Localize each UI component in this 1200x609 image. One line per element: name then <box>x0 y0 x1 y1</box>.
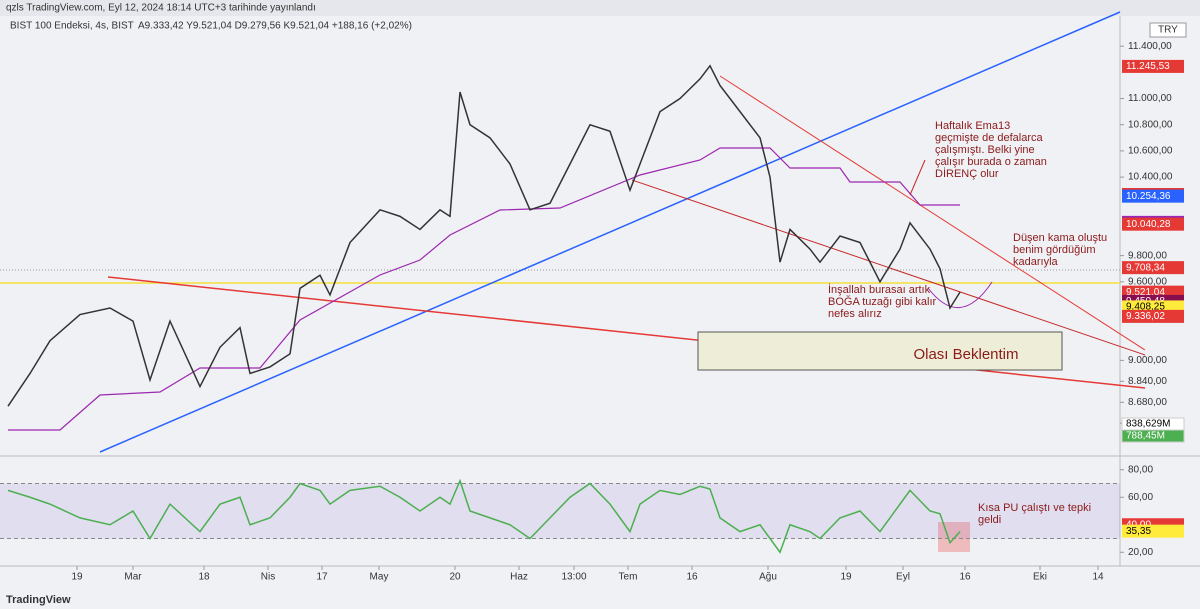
annotation: çalışır burada o zaman <box>935 156 1047 168</box>
trend-line <box>99 11 1121 453</box>
price-badge-label: 35,35 <box>1126 526 1151 537</box>
footer: TradingView <box>6 594 71 606</box>
price-badge <box>1122 59 1184 73</box>
y-tick-label: 10.400,00 <box>1128 172 1173 183</box>
rsi-band <box>0 483 1120 539</box>
chart-title: BIST 100 Endeksi, 4s, BIST <box>10 21 134 32</box>
currency: TRY <box>1158 25 1178 36</box>
x-tick-label: 20 <box>449 572 461 583</box>
series-line <box>7 478 961 554</box>
y-tick-label: 11.400,00 <box>1128 41 1172 52</box>
annotation: BOĞA tuzağı gibi kalır <box>828 295 937 308</box>
y-tick-label: 60,00 <box>1128 492 1153 503</box>
y-tick-label: 11.000,00 <box>1128 93 1172 104</box>
y-tick-label: 80,00 <box>1128 464 1153 475</box>
x-tick-label: 18 <box>198 572 210 583</box>
annotation: benim gördüğüm <box>1013 244 1096 256</box>
header-bar <box>0 0 1200 16</box>
x-tick-label: 13:00 <box>561 572 586 583</box>
annotation: DİRENÇ olur <box>935 167 999 180</box>
y-tick-label: 8.840,00 <box>1128 376 1167 387</box>
price-badge-label: 10.254,36 <box>1126 191 1171 202</box>
price-badge-label: 9.521,04 <box>1126 287 1165 298</box>
drawings <box>0 11 1146 552</box>
annotation: nefes alırız <box>828 308 882 320</box>
highlight-box <box>938 522 970 552</box>
y-tick-label: 20,00 <box>1128 547 1153 558</box>
expectation-box <box>697 331 1063 371</box>
x-tick-label: 19 <box>840 572 852 583</box>
volume-badge <box>1121 429 1185 443</box>
x-tick-label: Mar <box>124 572 142 583</box>
x-tick-label: 17 <box>316 572 328 583</box>
arc <box>927 281 993 308</box>
annotation: Haftalık Ema13 <box>935 120 1010 132</box>
price-badge <box>1122 217 1184 231</box>
price-badge <box>1122 309 1184 323</box>
price-badge <box>1122 189 1184 203</box>
price-badge-label: 11.245,53 <box>1126 61 1170 72</box>
price-badge-label: 9.708,34 <box>1126 262 1165 273</box>
x-tick-label: Eki <box>1033 572 1047 583</box>
y-tick-label: 10.800,00 <box>1128 119 1173 130</box>
price-badge <box>1122 524 1184 538</box>
y-tick-label: 9.800,00 <box>1128 250 1167 261</box>
header: qzls TradingView.com, Eyl 12, 2024 18:14… <box>6 3 316 14</box>
y-tick-label: 8.680,00 <box>1128 397 1167 408</box>
price-badge-label: 10.040,28 <box>1126 219 1171 230</box>
y-tick-label: 9.600,00 <box>1128 276 1167 287</box>
annotation: Düşen kama oluştu <box>1013 232 1107 244</box>
x-tick-label: Tem <box>619 572 638 583</box>
arrow <box>909 159 926 196</box>
x-tick-label: May <box>370 572 389 583</box>
series-line <box>7 64 961 407</box>
y-tick-label: 9.000,00 <box>1128 355 1167 366</box>
volume-badge-label: 838,629M <box>1126 419 1170 430</box>
x-tick-label: Haz <box>510 572 528 583</box>
x-tick-label: Eyl <box>896 572 910 583</box>
x-tick-label: 14 <box>1092 572 1104 583</box>
ohlc: A9.333,42 Y9.521,04 D9.279,56 K9.521,04 … <box>138 21 412 32</box>
volume-badge-label: 788,45M <box>1126 431 1165 442</box>
trend-line <box>719 75 1146 351</box>
price-badge-label: 9.336,02 <box>1126 311 1165 322</box>
price-badge <box>1122 261 1184 275</box>
annotation: Kısa PU çalıştı ve tepki <box>978 502 1091 514</box>
annotation: kadarıyla <box>1013 256 1059 268</box>
x-tick-label: 19 <box>71 572 83 583</box>
annotation: geldi <box>978 514 1001 526</box>
annotation: Olası Beklentim <box>913 346 1018 363</box>
annotation: İnşallah burasaı artık <box>828 283 931 296</box>
price-badge-label: 9.408,25 <box>1126 302 1165 313</box>
x-tick-label: 16 <box>686 572 698 583</box>
annotation: geçmişte de defalarca <box>935 132 1043 144</box>
x-tick-label: Nis <box>261 572 275 583</box>
x-tick-label: Ağu <box>759 572 777 583</box>
currency-box <box>1149 22 1187 38</box>
x-tick-label: 16 <box>959 572 971 583</box>
y-tick-label: 10.600,00 <box>1128 146 1173 157</box>
annotation: çalışmıştı. Belki yine <box>935 144 1035 156</box>
